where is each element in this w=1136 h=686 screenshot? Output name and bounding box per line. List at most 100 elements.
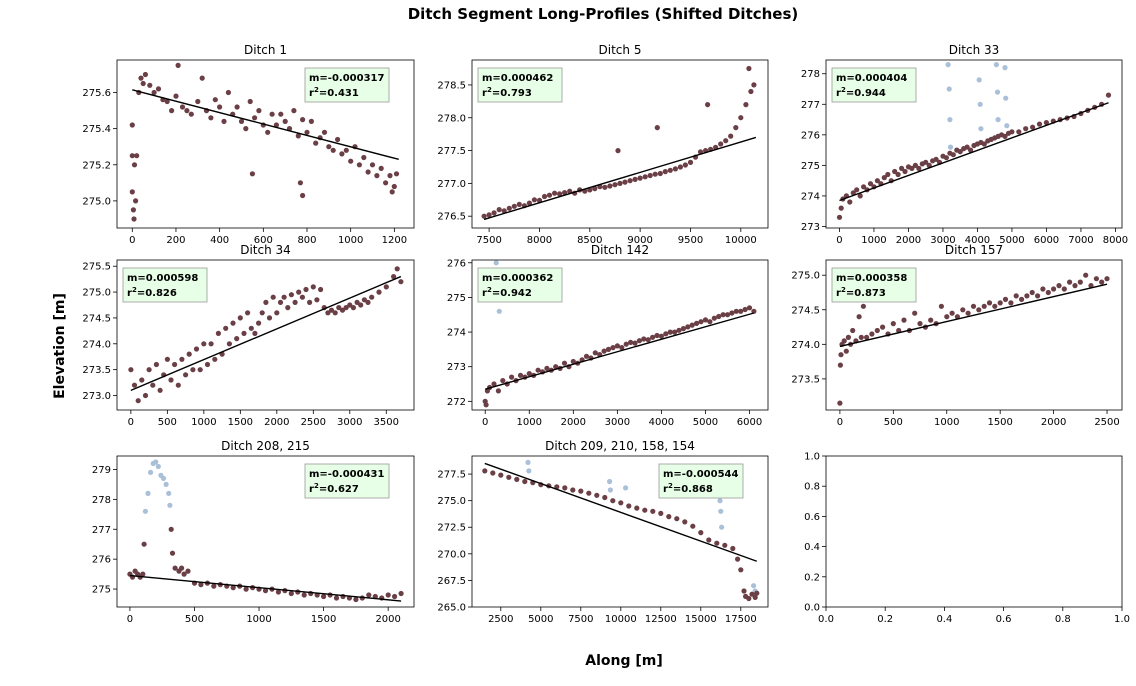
removed-point (148, 469, 154, 475)
data-point (275, 589, 281, 595)
data-point (733, 125, 739, 131)
data-point (743, 102, 749, 108)
data-point (146, 367, 152, 373)
removed-point (607, 487, 614, 493)
data-point (902, 168, 908, 175)
data-point (923, 159, 929, 165)
data-point (129, 122, 135, 128)
removed-point (155, 463, 161, 470)
data-point (864, 334, 870, 340)
y-tick-label: 277 (801, 100, 820, 111)
y-tick-label: 277.5 (437, 146, 466, 157)
x-tick-label: 2000 (896, 235, 921, 246)
removed-point (947, 117, 953, 123)
x-tick-label: 1000 (934, 417, 959, 428)
data-point (188, 111, 194, 117)
data-point (858, 334, 864, 340)
data-point (365, 169, 371, 175)
slope-label: m=0.000362 (482, 273, 553, 284)
data-point (562, 190, 568, 196)
x-tick-label: 4000 (649, 417, 674, 428)
removed-point (607, 478, 613, 485)
removed-point (623, 485, 629, 491)
data-point (490, 470, 496, 476)
data-point (131, 162, 138, 168)
data-point (746, 65, 752, 72)
data-point (130, 207, 136, 213)
y-tick-label: 265.0 (437, 603, 466, 614)
data-point (204, 361, 211, 368)
plot-area (481, 65, 757, 221)
subplot-1: Ditch 1 0 200 400 600 800 1000 1200 275.0 275.2 27… (82, 43, 415, 246)
data-point (981, 303, 987, 309)
slope-label: m=-0.000431 (309, 469, 384, 480)
data-point (1067, 279, 1073, 285)
data-point (1105, 92, 1112, 98)
data-point (720, 312, 726, 318)
data-point (249, 171, 255, 177)
subplot-8: Ditch 209, 210, 158, 154 2500 5000 7500 1000… (437, 439, 769, 625)
data-point (841, 338, 847, 344)
removed-point (153, 459, 159, 465)
data-point (266, 315, 273, 321)
data-point (483, 402, 489, 408)
fit-line (130, 275, 402, 391)
data-point (1077, 279, 1083, 285)
data-point (393, 171, 400, 177)
data-point (1016, 129, 1022, 135)
data-point (208, 115, 214, 121)
data-point (252, 330, 258, 336)
data-point (899, 165, 905, 171)
data-point (157, 387, 163, 393)
data-point (746, 305, 753, 311)
x-tick-label: 0.2 (877, 614, 893, 625)
data-point (198, 582, 204, 588)
data-point (861, 184, 867, 190)
data-point (208, 341, 214, 347)
data-point (190, 367, 196, 373)
y-tick-label: 277.0 (437, 179, 466, 190)
data-point (730, 545, 736, 552)
data-point (632, 176, 638, 182)
fit-line (129, 574, 402, 602)
data-point (392, 593, 398, 600)
x-tick-label: 1200 (382, 235, 407, 246)
data-point (567, 188, 573, 194)
data-point (658, 333, 665, 339)
data-point (172, 361, 178, 368)
y-tick-label: 0.4 (804, 542, 820, 553)
removed-point (166, 490, 172, 496)
x-tick-label: 2000 (1041, 417, 1066, 428)
y-tick-label: 277 (92, 525, 111, 536)
data-point (690, 523, 696, 529)
data-point (654, 332, 660, 339)
data-point (278, 111, 284, 117)
data-point (722, 542, 728, 548)
data-point (326, 144, 332, 150)
data-point (339, 151, 345, 157)
data-point (1056, 283, 1062, 289)
x-tick-label: 2500 (488, 614, 513, 625)
x-tick-label: 0.6 (996, 614, 1012, 625)
removed-point (976, 77, 982, 83)
r2-label: r2=0.431 (309, 86, 359, 99)
data-point (634, 505, 640, 511)
data-point (874, 327, 880, 334)
data-point (716, 313, 722, 320)
data-point (723, 138, 729, 144)
data-point (680, 326, 687, 332)
x-tick-label: 1.0 (1114, 614, 1130, 625)
x-tick-label: 7500 (476, 235, 501, 246)
data-point (168, 377, 174, 383)
data-point (299, 294, 305, 300)
fit-annotation: m=0.000358 r2=0.873 (831, 267, 917, 303)
data-point (857, 193, 863, 199)
data-point (506, 474, 512, 480)
data-point (150, 382, 156, 388)
y-tick-label: 0.8 (804, 482, 820, 493)
data-point (321, 593, 327, 600)
fit-annotation: m=0.000462 r2=0.793 (477, 67, 563, 103)
data-point (838, 352, 844, 358)
data-point (129, 153, 135, 159)
data-point (131, 216, 137, 222)
